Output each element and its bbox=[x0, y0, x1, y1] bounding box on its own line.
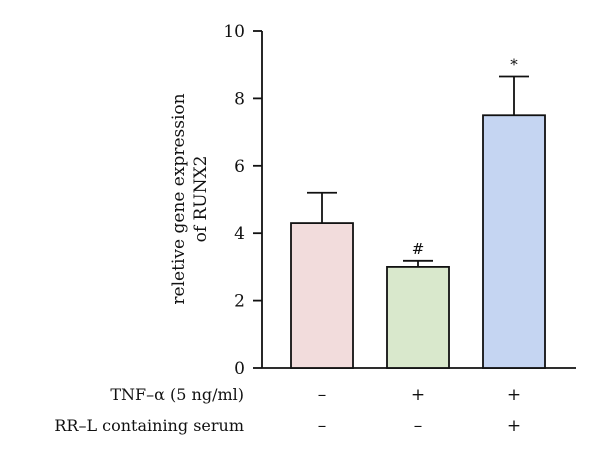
condition-label-tnf: TNF–α (5 ng/ml) bbox=[110, 385, 244, 404]
condition-marks: – + + – – + bbox=[318, 385, 521, 436]
y-tick-label: 2 bbox=[234, 292, 245, 312]
condition-label-rrl: RR–L containing serum bbox=[54, 416, 244, 435]
y-axis-ticks: 0 2 4 6 8 10 bbox=[223, 22, 262, 379]
bar-3 bbox=[482, 114, 546, 369]
significance-mark-3: * bbox=[510, 55, 518, 73]
bars-group: #* bbox=[290, 55, 546, 369]
bar-2 bbox=[386, 265, 450, 369]
y-axis-label-line1: reletive gene expression bbox=[169, 93, 189, 304]
y-axis-label-line2: of RUNX2 bbox=[191, 156, 211, 243]
condition-mark: – bbox=[414, 416, 423, 436]
y-tick-label: 10 bbox=[223, 22, 245, 42]
bar-1 bbox=[290, 222, 354, 369]
condition-table: TNF–α (5 ng/ml) RR–L containing serum – +… bbox=[54, 385, 521, 436]
condition-mark: + bbox=[411, 385, 425, 405]
y-axis: 0 2 4 6 8 10 bbox=[223, 22, 263, 379]
y-tick-label: 0 bbox=[234, 359, 245, 379]
condition-mark: – bbox=[318, 416, 327, 436]
y-tick-label: 6 bbox=[234, 157, 245, 177]
y-axis-label: reletive gene expression of RUNX2 bbox=[169, 93, 211, 304]
condition-mark: + bbox=[507, 416, 521, 436]
y-tick-label: 4 bbox=[234, 224, 245, 244]
y-tick-label: 8 bbox=[234, 89, 245, 109]
condition-mark: + bbox=[507, 385, 521, 405]
significance-mark-2: # bbox=[412, 240, 425, 258]
condition-mark: – bbox=[318, 385, 327, 405]
